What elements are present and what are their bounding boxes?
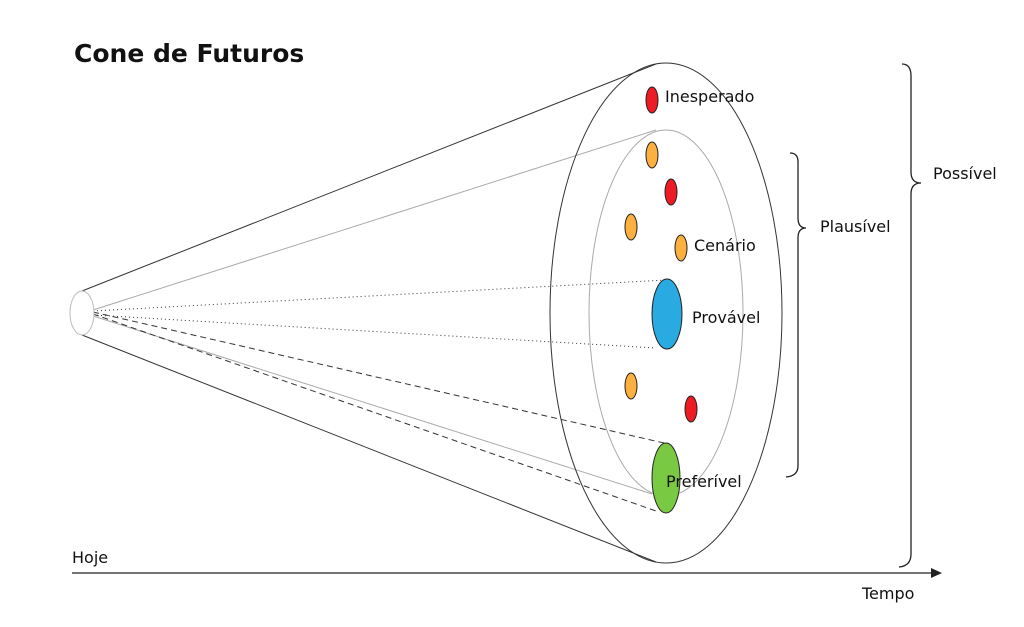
unexpected-future-dot xyxy=(664,178,678,206)
diagram-title: Cone de Futuros xyxy=(74,39,304,68)
label-plausivel: Plausível xyxy=(820,217,891,236)
probable-top-line xyxy=(92,279,667,312)
label-possivel: Possível xyxy=(933,164,997,183)
possible-brace xyxy=(898,63,922,568)
unexpected-future-dot xyxy=(645,86,659,114)
preferable-top-line xyxy=(92,311,665,444)
scenario-dot xyxy=(674,234,688,262)
scenario-dot xyxy=(624,372,638,400)
scenario-dot xyxy=(624,213,638,241)
label-provavel: Provável xyxy=(692,308,760,327)
unexpected-future-dot xyxy=(684,395,698,423)
preferable-future-ellipse xyxy=(651,442,681,514)
preferable-bottom-line xyxy=(92,313,657,512)
outer-cone-top-edge xyxy=(81,63,657,292)
label-inesperado: Inesperado xyxy=(665,87,754,106)
label-hoje: Hoje xyxy=(72,548,108,567)
time-axis-arrow-icon xyxy=(931,568,942,578)
scenario-dot xyxy=(645,141,659,169)
label-cenario: Cenário xyxy=(694,236,756,255)
inner-cone-top-edge xyxy=(92,129,657,311)
today-origin-ellipse xyxy=(69,290,95,336)
possible-ellipse xyxy=(549,62,783,564)
label-tempo: Tempo xyxy=(861,584,914,603)
plausible-brace xyxy=(785,152,807,478)
probable-future-ellipse xyxy=(651,278,683,350)
outer-cone-bottom-edge xyxy=(81,334,657,563)
inner-cone-bottom-edge xyxy=(92,315,653,495)
label-preferivel: Preferível xyxy=(666,472,742,491)
